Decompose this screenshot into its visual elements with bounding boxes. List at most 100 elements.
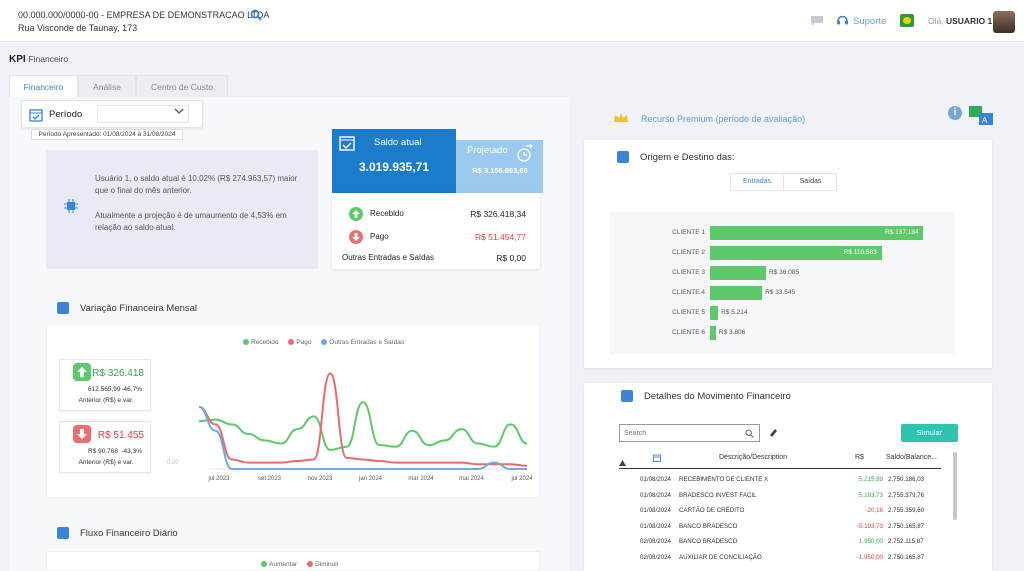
bar[interactable] bbox=[710, 266, 767, 280]
legend-paid[interactable]: Pago bbox=[296, 339, 312, 346]
legend-other[interactable]: Outras Entradas e Saídas bbox=[329, 339, 405, 346]
insight-card: Usuário 1, o saldo atual é 10,02% (R$ 27… bbox=[46, 150, 318, 269]
header-divider bbox=[619, 468, 941, 469]
x-tick-label: jul 2023 bbox=[207, 476, 230, 482]
page-title: KPI Financeiro bbox=[9, 54, 68, 65]
daily-flow-card: Aumentar Diminuir bbox=[46, 551, 540, 571]
origin-bar-chart: CLIENTE 1 R$ 137.184 CLIENTE 2 R$ 110.583 CL… bbox=[610, 212, 955, 354]
daily-flow-legend: Aumentar Diminuir bbox=[253, 561, 339, 568]
sort-up-icon[interactable] bbox=[619, 460, 626, 466]
avatar[interactable] bbox=[993, 11, 1015, 33]
paid-kpi-prev: R$ 90.768 bbox=[88, 448, 118, 455]
current-balance-value: 3.019.935,71 bbox=[358, 160, 430, 174]
legend-swatch-decrease bbox=[307, 561, 313, 567]
legend-received[interactable]: Recebido bbox=[251, 339, 279, 346]
details-title: Detalhes do Movimento Financeiro bbox=[644, 391, 791, 402]
chat-icon[interactable] bbox=[810, 15, 824, 27]
bar-value-label: R$ 36.085 bbox=[769, 269, 800, 276]
brazil-flag-icon[interactable] bbox=[900, 14, 914, 27]
series-line-pago[interactable] bbox=[198, 372, 528, 467]
series-line-recebido[interactable] bbox=[198, 401, 528, 451]
bar-value-label: R$ 137.184 bbox=[885, 229, 919, 236]
period-selector: Período bbox=[21, 100, 203, 128]
details-scrollbar[interactable] bbox=[953, 452, 957, 520]
arrow-up-icon bbox=[349, 207, 363, 221]
info-icon[interactable]: i bbox=[948, 106, 962, 120]
col-description[interactable]: Descrição/Description bbox=[719, 454, 788, 461]
paid-kpi: R$ 51.455 R$ 90.768 -43,3% Anterior (R$) … bbox=[59, 421, 151, 473]
row-date: 01/08/2024 bbox=[640, 522, 671, 530]
received-kpi: R$ 326.418 612.565,99 -46,7% Anterior (R$… bbox=[59, 359, 151, 411]
details-search[interactable] bbox=[619, 424, 760, 442]
calendar-check-icon bbox=[29, 109, 43, 122]
x-tick-label: jul 2024 bbox=[510, 476, 533, 482]
col-balance[interactable]: Saldo/Balance... bbox=[886, 454, 937, 461]
search-icon[interactable] bbox=[250, 9, 262, 21]
row-description: BANCO BRADESCO bbox=[679, 522, 738, 530]
tab-financeiro[interactable]: Financeiro bbox=[9, 75, 78, 97]
row-balance: 2.755.359,60 bbox=[888, 507, 925, 515]
col-value[interactable]: R$ bbox=[855, 454, 864, 461]
bar-value-label: R$ 110.583 bbox=[843, 249, 877, 256]
other-label: Outras Entradas e Saídas bbox=[342, 253, 435, 262]
row-date: 01/08/2024 bbox=[640, 476, 671, 483]
series-line-outras[interactable] bbox=[198, 405, 527, 470]
calendar-icon[interactable] bbox=[653, 454, 661, 462]
paid-kpi-note: Anterior (R$) e var. bbox=[78, 459, 134, 466]
legend-increase[interactable]: Aumentar bbox=[269, 561, 298, 568]
variation-title: Variação Financeira Mensal bbox=[80, 303, 198, 314]
bar-category-label: CLIENTE 2 bbox=[672, 249, 705, 256]
eraser-icon[interactable] bbox=[768, 427, 778, 437]
subtab-entradas[interactable]: Entradas bbox=[731, 174, 784, 190]
other-value: R$ 0,00 bbox=[496, 253, 526, 263]
movements-card: Recebido R$ 326.418,34 Pago R$ 51.454,77… bbox=[332, 193, 540, 269]
user-greeting[interactable]: Olá, USUARIO 1 bbox=[928, 16, 992, 26]
row-balance: 2.755.379,76 bbox=[888, 491, 925, 499]
page-title-sub: Financeiro bbox=[28, 54, 69, 64]
bar[interactable] bbox=[710, 226, 923, 240]
row-description: CARTÃO DE CRÉDITO bbox=[679, 507, 745, 515]
paid-label: Pago bbox=[370, 232, 389, 241]
bar[interactable] bbox=[710, 286, 763, 300]
clock-forward-icon bbox=[517, 144, 533, 162]
bar[interactable] bbox=[710, 326, 716, 340]
tab-centro-custo[interactable]: Centro de Custo bbox=[136, 75, 228, 97]
simulate-button[interactable]: Simular bbox=[901, 424, 958, 442]
transfer-icon bbox=[617, 151, 629, 163]
x-tick-label: nov 2023 bbox=[308, 476, 333, 482]
legend-decrease[interactable]: Diminuir bbox=[315, 561, 339, 568]
received-value: R$ 326.418,34 bbox=[470, 209, 526, 219]
x-tick-label: set 2023 bbox=[258, 476, 282, 482]
row-date: 02/08/2024 bbox=[640, 554, 671, 561]
subtab-saidas[interactable]: Saídas bbox=[799, 178, 822, 185]
period-dropdown[interactable] bbox=[97, 105, 189, 123]
headset-icon[interactable] bbox=[836, 14, 849, 27]
x-tick-label: mar 2024 bbox=[408, 476, 434, 482]
user-name: USUARIO 1 bbox=[945, 16, 993, 26]
translate-icon[interactable]: A bbox=[969, 106, 995, 126]
chevron-down-icon[interactable] bbox=[174, 106, 184, 116]
premium-label[interactable]: Recurso Premium (período de avaliação) bbox=[641, 114, 806, 124]
variation-chart-card: Recebido Pago Outras Entradas e Saídas R… bbox=[46, 324, 540, 498]
daily-flow-title: Fluxo Financeiro Diário bbox=[80, 528, 178, 539]
row-description: BANCO BRADESCO bbox=[679, 538, 738, 546]
bar[interactable] bbox=[710, 246, 882, 260]
bar[interactable] bbox=[710, 306, 719, 320]
details-search-input[interactable] bbox=[624, 427, 734, 439]
row-date: 02/08/2024 bbox=[640, 538, 671, 546]
list-icon bbox=[621, 390, 633, 402]
projected-label: Projetado bbox=[467, 145, 508, 156]
received-kpi-value: R$ 326.418 bbox=[92, 368, 144, 379]
period-label: Período bbox=[49, 109, 83, 120]
magnifier-icon[interactable] bbox=[745, 429, 754, 438]
paid-row: Pago R$ 51.454,77 bbox=[332, 228, 540, 246]
legend-swatch-other bbox=[321, 339, 328, 345]
tab-analise[interactable]: Análise bbox=[78, 75, 136, 97]
legend-swatch-increase bbox=[261, 561, 267, 567]
search-icon bbox=[57, 527, 69, 539]
arrow-down-icon bbox=[349, 230, 363, 244]
row-date: 01/08/2024 bbox=[640, 507, 671, 515]
support-link[interactable]: Suporte bbox=[853, 16, 887, 27]
insight-text-1: Usuário 1, o saldo atual é 10,02% (R$ 27… bbox=[95, 174, 298, 195]
bar-category-label: CLIENTE 3 bbox=[672, 269, 705, 276]
